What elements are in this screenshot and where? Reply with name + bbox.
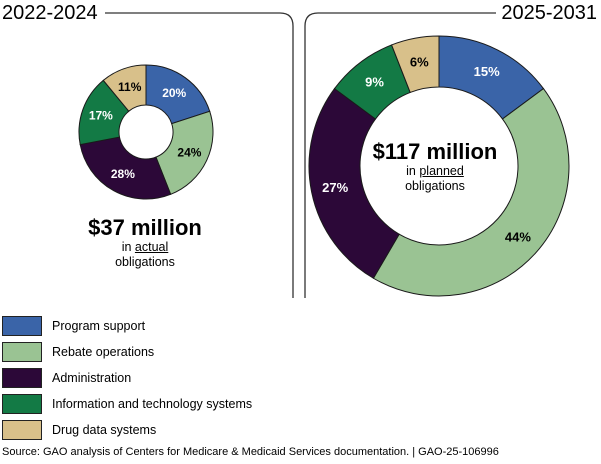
legend-label: Rebate operations — [52, 345, 155, 359]
total-amount: $37 million — [88, 215, 202, 240]
chart-title-2025-2031: 2025-2031 — [501, 2, 597, 24]
donut-slice-rebate-operations — [372, 87, 570, 297]
total-2022-2024: $37 million in actual obligations — [60, 216, 230, 270]
legend-swatch — [2, 342, 42, 362]
donut-slice-administration — [79, 136, 172, 200]
legend-item-administration: Administration — [0, 368, 300, 394]
legend-swatch — [2, 368, 42, 388]
legend-swatch — [2, 316, 42, 336]
legend-label: Drug data systems — [52, 423, 157, 437]
slice-label: 24% — [177, 145, 201, 159]
chart-title-2022-2024: 2022-2024 — [2, 2, 98, 24]
slice-label: 6% — [410, 54, 429, 69]
slice-label: 20% — [162, 86, 186, 100]
total-emphasis: actual — [134, 240, 169, 254]
donut-chart-2022-2024: 20% 24% 28% 17% 11% — [78, 64, 214, 200]
slice-label: 28% — [111, 167, 135, 181]
right-panel-border — [304, 12, 496, 298]
donut-slice-rebate-operations — [155, 110, 214, 195]
total-unit: obligations — [115, 255, 175, 269]
legend-swatch — [2, 394, 42, 414]
slice-label: 44% — [505, 229, 531, 244]
legend-swatch — [2, 420, 42, 440]
donut-slice-administration — [308, 87, 400, 279]
slice-label: 15% — [474, 64, 500, 79]
total-emphasis: planned — [419, 164, 464, 178]
donut-slice-drug-data-systems — [102, 64, 147, 112]
donut-chart-2025-2031: 15% 44% 27% 9% 6% — [308, 35, 570, 297]
donut-slice-drug-data-systems — [390, 35, 440, 94]
total-prefix: in — [121, 240, 135, 254]
slice-label: 27% — [322, 180, 348, 195]
slice-label: 17% — [89, 109, 113, 123]
legend-item-rebate-operations: Rebate operations — [0, 342, 300, 368]
total-qualifier: in actual — [60, 240, 230, 255]
legend-label: Information and technology systems — [52, 397, 253, 411]
total-qualifier: in planned — [360, 164, 510, 179]
total-unit: obligations — [405, 179, 465, 193]
legend-item-information-technology: Information and technology systems — [0, 394, 300, 420]
legend-label: Administration — [52, 371, 132, 385]
donut-slice-program-support — [145, 64, 211, 125]
total-amount: $117 million — [372, 139, 498, 164]
total-2025-2031: $117 million in planned obligations — [360, 140, 510, 194]
slice-label: 9% — [365, 74, 384, 89]
legend-label: Program support — [52, 319, 146, 333]
legend-item-drug-data-systems: Drug data systems — [0, 420, 300, 446]
slice-label: 11% — [118, 80, 142, 94]
total-prefix: in — [406, 164, 420, 178]
legend-item-program-support: Program support — [0, 316, 300, 342]
source-note: Source: GAO analysis of Centers for Medi… — [2, 446, 499, 458]
left-panel-border — [105, 12, 294, 298]
